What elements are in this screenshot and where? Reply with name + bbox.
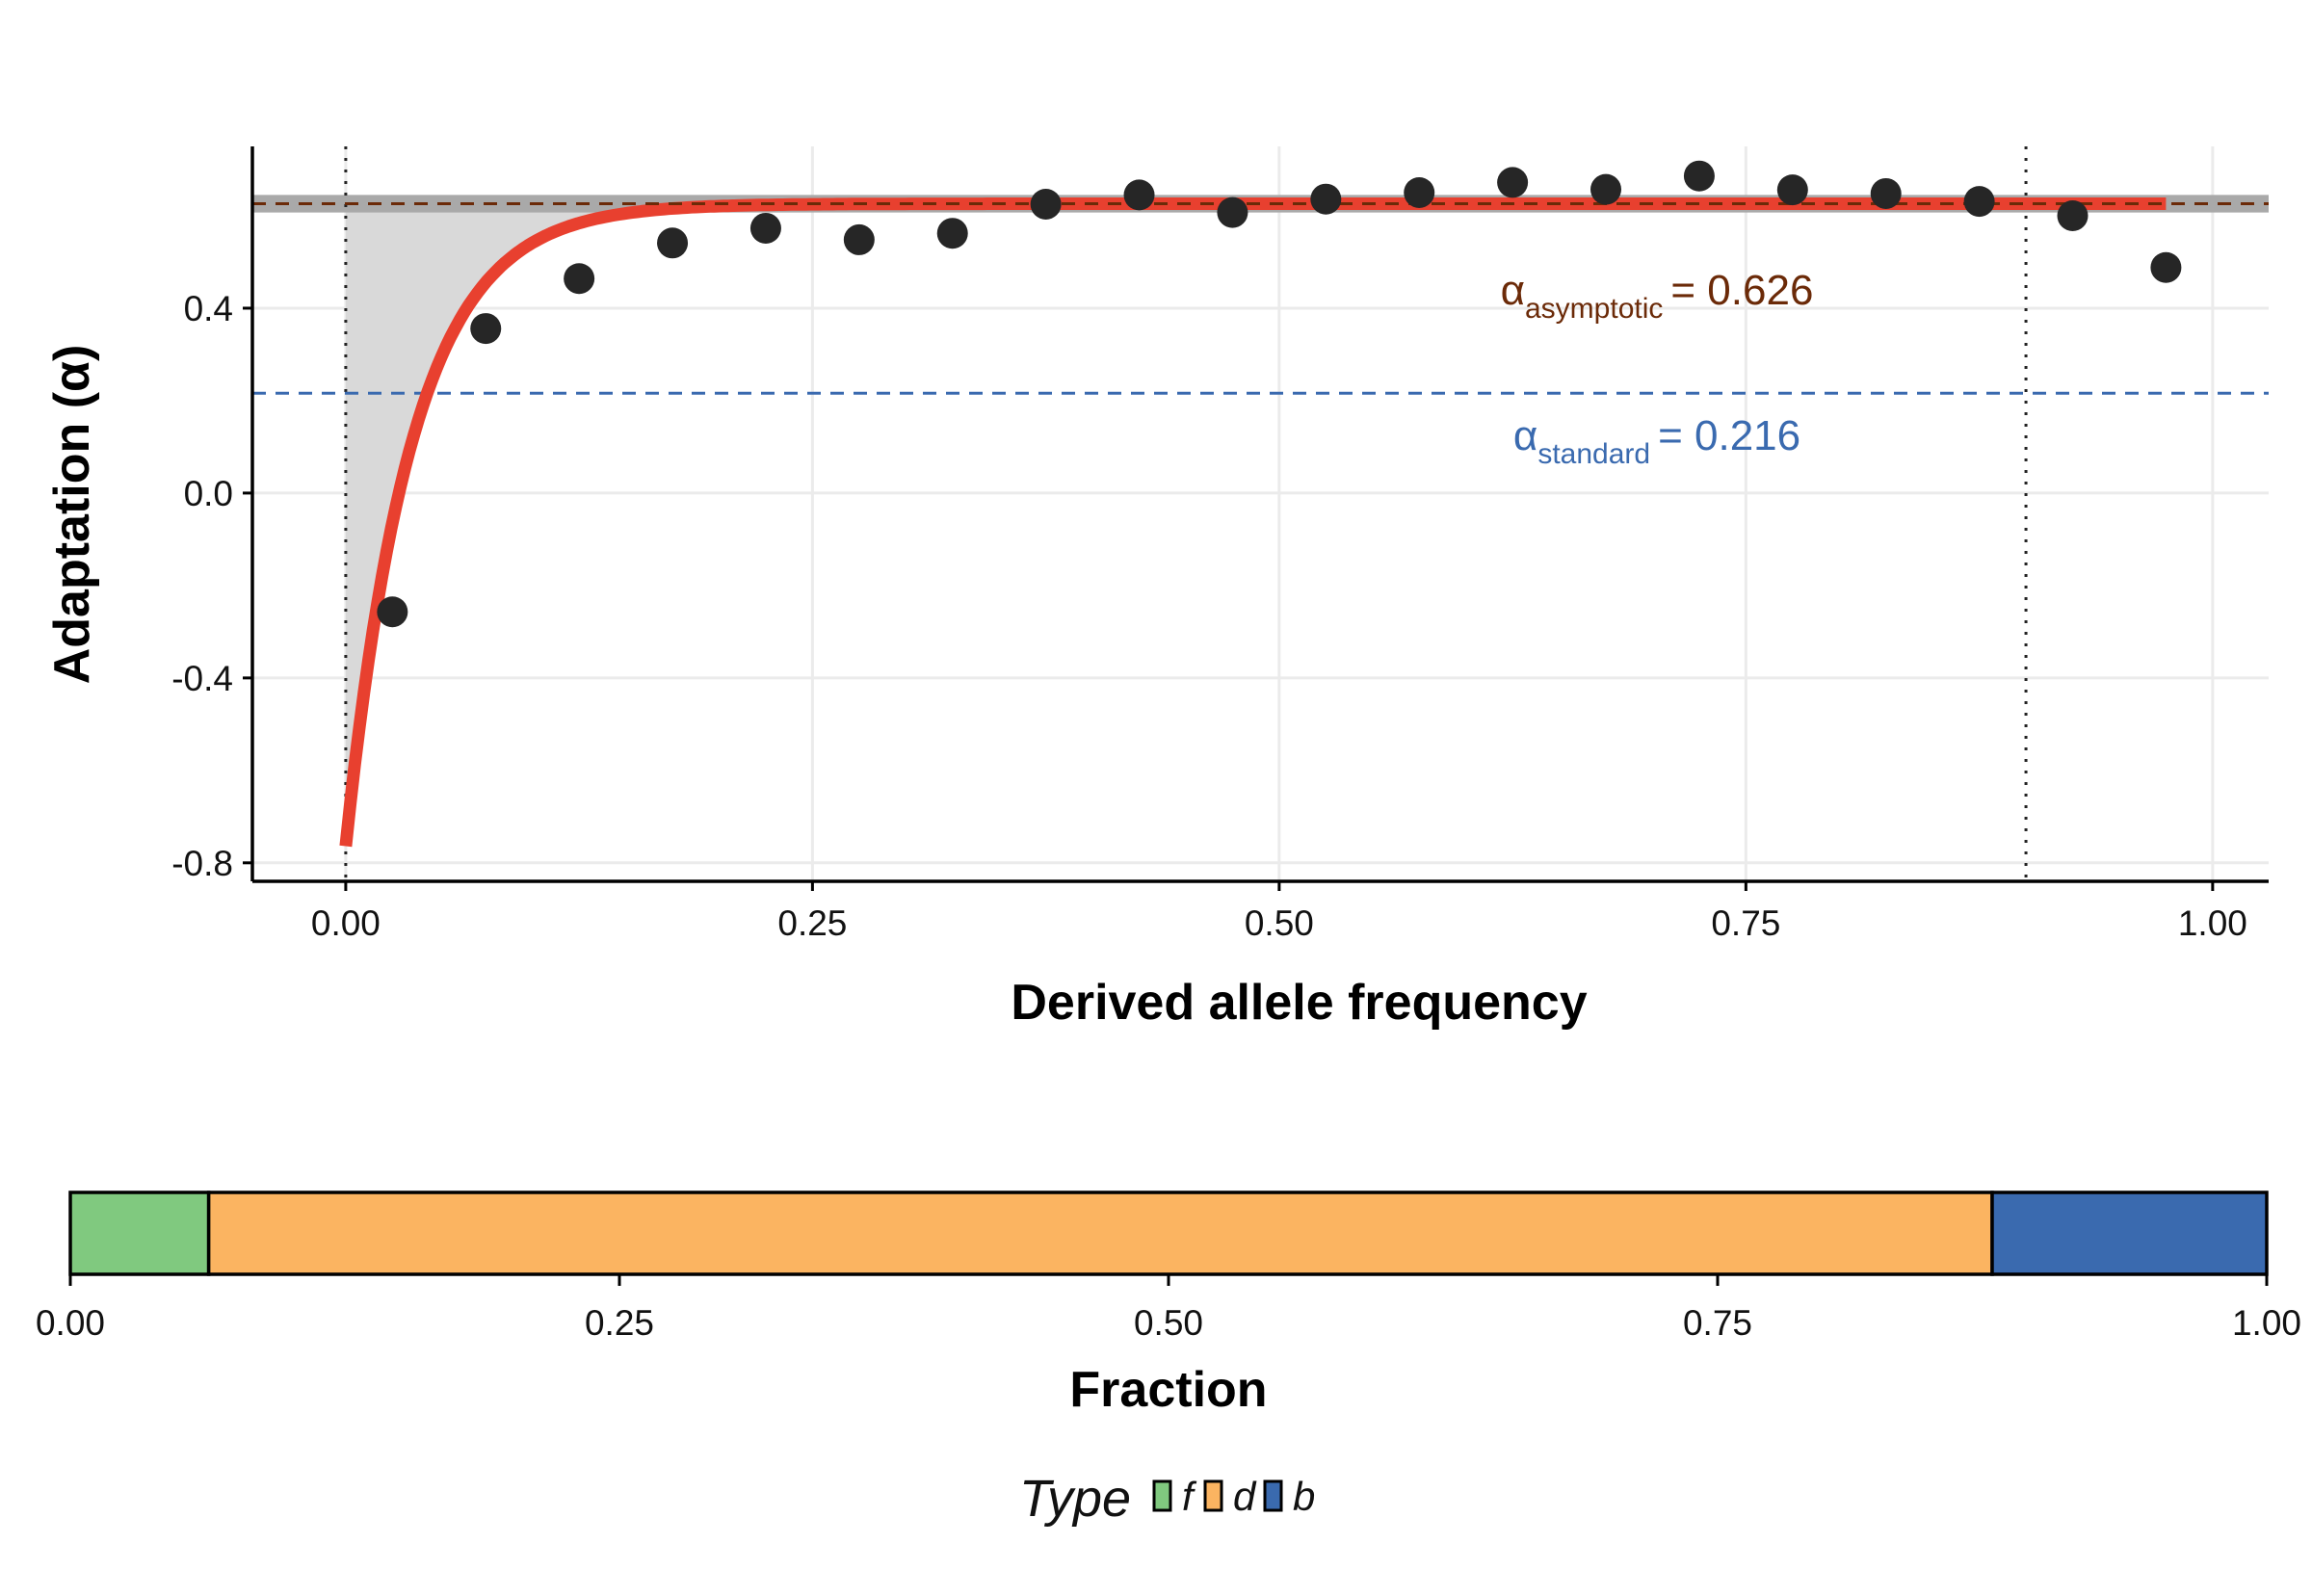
data-point [2057, 199, 2089, 231]
alpha-symbol: α [1513, 412, 1537, 459]
x-tick-label: 0.50 [1245, 903, 1314, 943]
data-point [1404, 176, 1435, 208]
y-tick-label: 0.0 [184, 474, 233, 513]
fraction-bar-plot: 0.00 0.25 0.50 0.75 1.00 Fraction [36, 1190, 2301, 1418]
x-tick-label: 0.75 [1711, 903, 1780, 943]
x-tick-label: 1.00 [2178, 903, 2247, 943]
type-legend: Type f d b [1019, 1470, 1315, 1528]
legend-label-b: b [1293, 1474, 1315, 1519]
data-point [1030, 188, 1062, 220]
fraction-segment-d [206, 1190, 1994, 1276]
fraction-tick-label: 0.00 [36, 1303, 105, 1343]
data-point [1310, 183, 1342, 215]
fraction-tick-label: 0.50 [1134, 1303, 1203, 1343]
y-tick-label: -0.8 [171, 844, 233, 883]
data-point [657, 227, 689, 259]
data-point [2150, 251, 2182, 283]
x-tick-label: 0.25 [777, 903, 847, 943]
data-point [1123, 179, 1155, 211]
alpha-plot: 0.00 0.25 0.50 0.75 1.00 -0.8 -0.4 0.0 0.4 Derive… [44, 146, 2269, 1031]
y-axis-title: Adaptation (α) [44, 345, 100, 685]
data-point [1683, 160, 1715, 192]
legend-label-d: d [1233, 1474, 1257, 1519]
alpha-value: = 0.216 [1658, 412, 1800, 459]
alpha-subscript: standard [1537, 438, 1650, 470]
data-point [1870, 177, 1902, 209]
data-point [1963, 186, 1995, 218]
fraction-axis-title: Fraction [1069, 1362, 1267, 1418]
legend-swatch-f [1152, 1479, 1172, 1512]
y-tick-label: -0.4 [171, 659, 233, 698]
data-point [749, 212, 781, 244]
deficit-area [345, 203, 1000, 847]
legend-title: Type [1019, 1470, 1131, 1528]
alpha-standard-label: αstandard = 0.216 [1513, 412, 1800, 470]
fraction-segment-b [1990, 1190, 2269, 1276]
data-point [377, 596, 408, 628]
legend-swatch-b [1263, 1479, 1283, 1512]
legend-swatch-d [1203, 1479, 1223, 1512]
legend-label-f: f [1182, 1474, 1197, 1519]
fraction-tick-label: 0.75 [1683, 1303, 1752, 1343]
alpha-subscript: asymptotic [1525, 293, 1663, 325]
data-point [843, 223, 875, 255]
data-point [470, 313, 502, 345]
fraction-segment-f [68, 1190, 211, 1276]
fitted-curve [339, 197, 2168, 848]
y-tick-label: 0.4 [184, 289, 233, 328]
x-tick-label: 0.00 [311, 903, 381, 943]
data-point [1497, 167, 1529, 198]
alpha-asymptotic-label: αasymptotic = 0.626 [1501, 267, 1814, 325]
x-axis-title: Derived allele frequency [1011, 975, 1587, 1031]
data-point [1590, 173, 1622, 205]
fraction-tick-label: 0.25 [585, 1303, 654, 1343]
fraction-tick-label: 1.00 [2232, 1303, 2301, 1343]
alpha-value: = 0.626 [1670, 267, 1813, 314]
data-point [564, 263, 595, 295]
alpha-symbol: α [1501, 267, 1525, 314]
data-point [936, 218, 968, 249]
data-point [1217, 196, 1248, 228]
data-point [1776, 174, 1808, 206]
